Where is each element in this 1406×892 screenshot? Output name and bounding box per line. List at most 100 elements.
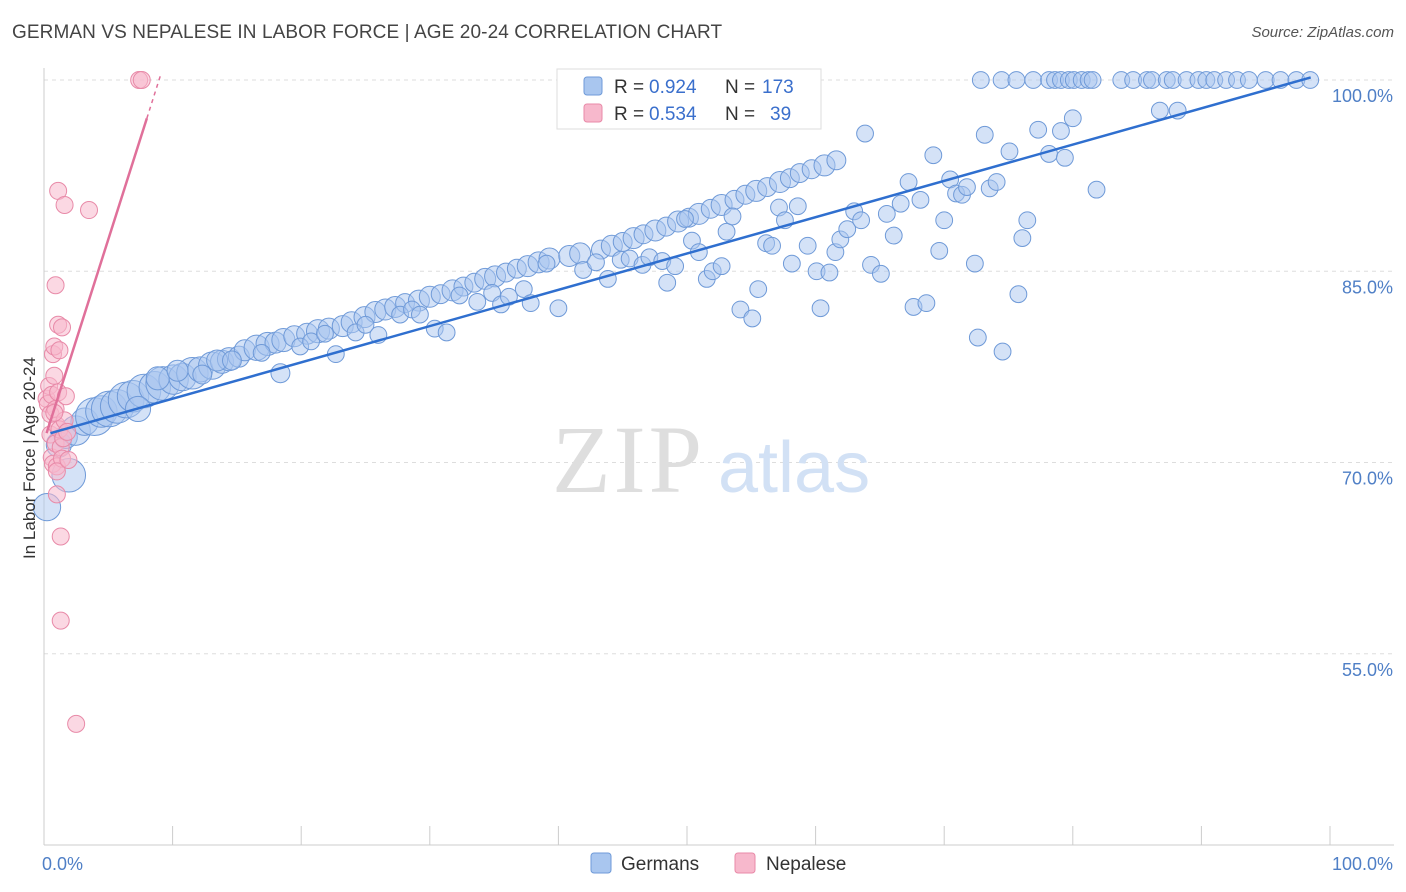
gridlines [44, 79, 1394, 655]
german-point [924, 146, 943, 165]
legend-swatch-nepalese [583, 103, 603, 123]
nepalese-point [80, 201, 99, 220]
german-point [676, 210, 694, 228]
german-point [899, 173, 918, 191]
watermark: ZIP atlas [552, 406, 870, 513]
german-point [450, 286, 469, 305]
german-point [1024, 71, 1043, 89]
german-point [192, 364, 213, 385]
german-point [302, 332, 320, 351]
german-point [252, 343, 271, 362]
german-point [856, 124, 874, 143]
german-point [1256, 71, 1275, 89]
german-point [1000, 142, 1019, 161]
german-point [411, 305, 429, 324]
german-point [965, 254, 984, 273]
german-points [32, 71, 1320, 522]
nepalese-point [50, 341, 69, 360]
german-point [743, 309, 762, 328]
nepalese-trendline [45, 117, 149, 434]
legend-germans-n-label: N = [725, 77, 755, 98]
german-point [958, 178, 976, 197]
legend-nepalese-n-value: 39 [770, 104, 791, 125]
german-point [658, 273, 677, 292]
german-point [437, 323, 456, 342]
chart-title: GERMAN VS NEPALESE IN LABOR FORCE | AGE … [12, 22, 723, 43]
y-tick-label-2: 85.0% [1342, 277, 1393, 297]
german-point [666, 257, 685, 276]
legend-nepalese-r-value: 0.534 [649, 104, 697, 125]
german-point [782, 254, 801, 273]
german-point [838, 220, 857, 239]
nepalese-point [45, 366, 64, 385]
german-point [500, 287, 518, 306]
nepalese-point [67, 714, 86, 733]
legend-germans-r-value: 0.924 [649, 77, 697, 98]
german-point [763, 236, 781, 255]
german-point [1007, 71, 1026, 89]
german-point [826, 150, 847, 171]
german-point [975, 125, 994, 144]
german-point [992, 71, 1011, 89]
german-point [1087, 180, 1106, 199]
bottom-legend-nepalese: Nepalese [766, 854, 846, 875]
bottom-legend: Germans Nepalese [590, 852, 846, 875]
german-point [871, 264, 890, 283]
german-point [316, 324, 334, 343]
german-point [1055, 148, 1074, 167]
watermark-atlas: atlas [718, 428, 870, 508]
german-point [891, 194, 910, 213]
german-point [166, 359, 189, 382]
german-point [820, 263, 839, 282]
german-point [884, 226, 903, 245]
x-tick-label-max: 100.0% [1332, 854, 1393, 874]
legend-germans-r-label: R = [614, 77, 644, 98]
legend-nepalese-r-label: R = [614, 104, 644, 125]
y-tick-label-1: 70.0% [1342, 469, 1393, 489]
german-point [877, 204, 896, 223]
nepalese-point [51, 527, 70, 546]
german-point [514, 280, 533, 299]
nepalese-point [51, 611, 70, 630]
legend-swatch-germans [583, 76, 603, 96]
german-point [723, 207, 742, 226]
nepalese-point [55, 195, 74, 214]
x-tick-label-min: 0.0% [42, 854, 83, 874]
german-point [811, 299, 830, 318]
y-tick-label-3: 100.0% [1332, 86, 1393, 106]
german-point [468, 292, 487, 311]
nepalese-point [47, 462, 66, 481]
nepalese-point [132, 71, 151, 89]
bottom-legend-swatch-nepalese [734, 852, 756, 874]
y-tick-label-0: 55.0% [1342, 660, 1393, 680]
german-point [537, 254, 556, 273]
german-point [1083, 71, 1102, 89]
german-point [1009, 285, 1028, 304]
y-tick-labels: 55.0% 70.0% 85.0% 100.0% [1332, 86, 1393, 680]
legend: R = 0.924 N = 173 R = 0.534 N = 39 [556, 68, 822, 130]
german-point [731, 300, 750, 319]
source-credit: Source: ZipAtlas.com [1251, 24, 1394, 41]
german-point [1239, 71, 1258, 89]
german-point [911, 190, 930, 209]
german-point [935, 211, 954, 230]
nepalese-point [46, 276, 65, 295]
watermark-zip: ZIP [552, 406, 705, 513]
german-point [1063, 109, 1082, 128]
german-point [1143, 71, 1161, 89]
german-point [145, 366, 170, 391]
german-point [993, 342, 1012, 361]
nepalese-point [59, 450, 78, 469]
german-point [1029, 120, 1048, 139]
german-point [971, 71, 990, 89]
german-point [587, 253, 605, 272]
german-point [987, 173, 1006, 191]
nepalese-point [47, 485, 66, 504]
trendlines [45, 73, 1312, 435]
german-point [798, 236, 817, 255]
german-point [1150, 101, 1169, 120]
german-point [1013, 229, 1032, 248]
german-point [712, 257, 731, 276]
bottom-legend-swatch-germans [590, 852, 612, 874]
